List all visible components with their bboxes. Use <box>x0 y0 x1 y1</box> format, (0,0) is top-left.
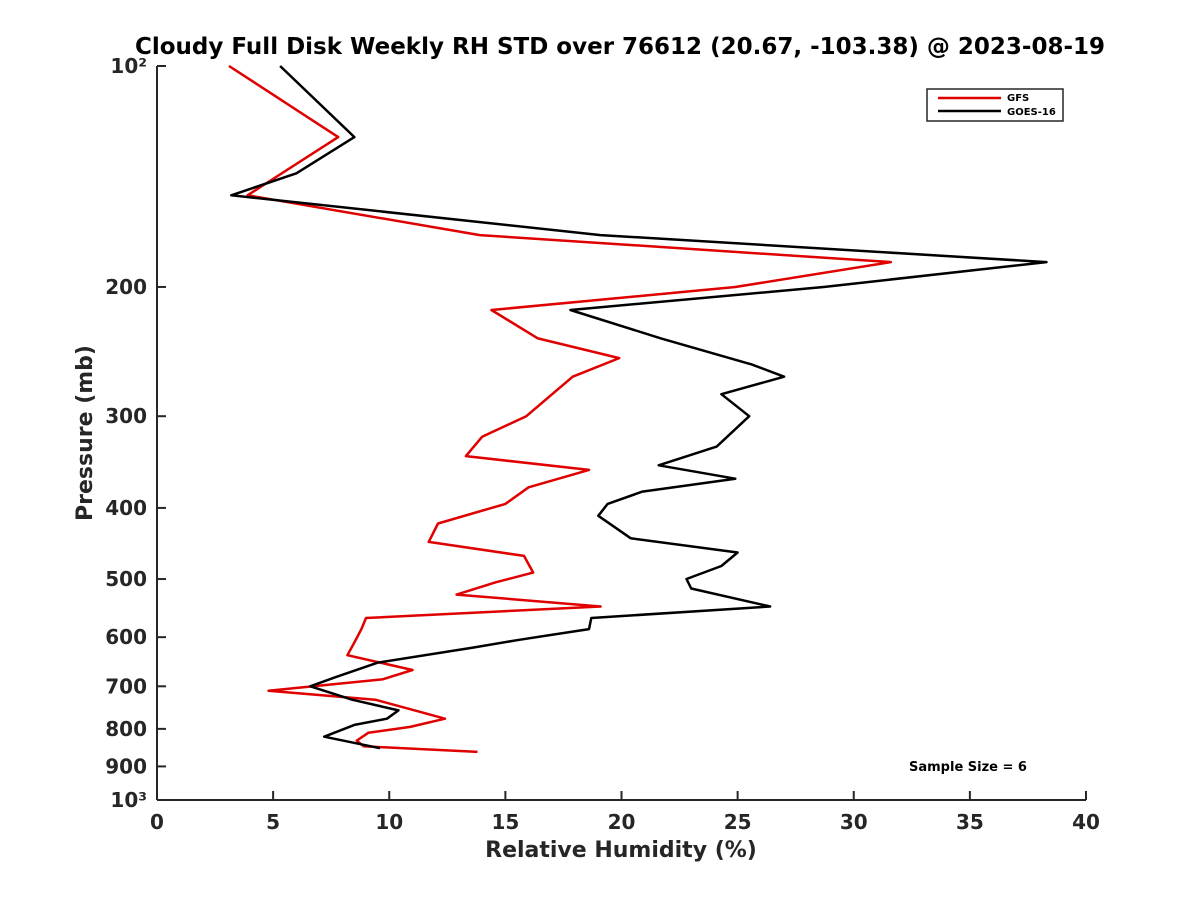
legend-box <box>926 88 1064 122</box>
y-tick-label: 800 <box>105 717 147 741</box>
series-group <box>228 64 1048 754</box>
y-tick-label: 900 <box>105 754 147 778</box>
plot-frame <box>156 66 1086 801</box>
legend-label-gfs: GFS <box>1007 93 1029 104</box>
series-line-gfs <box>228 64 893 754</box>
legend: GFS GOES-16 <box>926 88 1064 122</box>
y-tick-label: 500 <box>105 567 147 591</box>
y-tick-label: 400 <box>105 496 147 520</box>
x-tick-label: 25 <box>724 810 752 834</box>
legend-label-goes16: GOES-16 <box>1007 107 1056 118</box>
series-line-goes16 <box>230 65 1048 750</box>
sample-size-annotation: Sample Size = 6 <box>909 760 1027 775</box>
y-tick-label: 10² <box>110 54 147 78</box>
x-tick-label: 20 <box>608 810 636 834</box>
x-tick-label: 40 <box>1072 810 1100 834</box>
y-tick-label: 10³ <box>110 788 147 812</box>
x-tick-label: 5 <box>266 810 280 834</box>
x-tick-label: 15 <box>491 810 519 834</box>
y-tick-label: 700 <box>105 674 147 698</box>
x-tick-label: 35 <box>956 810 984 834</box>
x-axis-label: Relative Humidity (%) <box>485 838 757 863</box>
y-tick-label: 300 <box>105 404 147 428</box>
x-tick-label: 10 <box>375 810 403 834</box>
x-tick-label: 0 <box>150 810 164 834</box>
x-ticks: 0 5 10 15 20 25 30 35 40 <box>150 791 1100 834</box>
y-tick-label: 600 <box>105 625 147 649</box>
y-ticks: 10² 200 300 400 500 600 700 800 900 10³ <box>105 54 166 812</box>
y-axis-label: Pressure (mb) <box>73 345 98 521</box>
x-tick-label: 30 <box>840 810 868 834</box>
chart-title: Cloudy Full Disk Weekly RH STD over 7661… <box>135 34 1105 60</box>
y-tick-label: 200 <box>105 275 147 299</box>
